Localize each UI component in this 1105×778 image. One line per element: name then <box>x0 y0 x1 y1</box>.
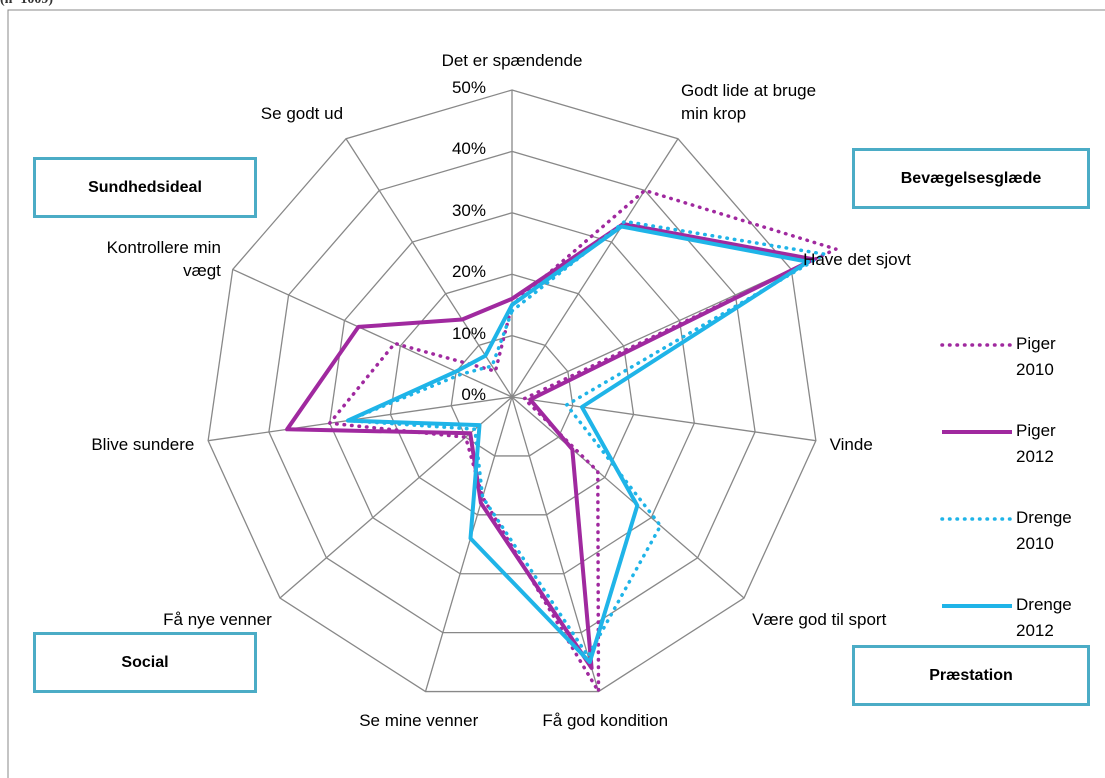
category-label: Godt lide at bruge min krop <box>680 80 817 123</box>
series-line <box>285 222 816 670</box>
group-box: Social <box>33 632 257 693</box>
category-label: Få nye venner <box>163 609 272 629</box>
category-label: Have det sjovt <box>803 249 911 269</box>
category-label: Se mine venner <box>359 710 479 730</box>
grid-ring <box>329 212 695 575</box>
y-tick-label: 20% <box>451 262 486 282</box>
y-tick-label: 30% <box>451 200 486 220</box>
spoke <box>424 396 513 692</box>
series-line <box>346 219 827 658</box>
grid-ring <box>389 273 635 516</box>
legend-label: Piger 2010 <box>1016 334 1056 379</box>
category-label: Vinde <box>829 434 873 454</box>
group-box: Præstation <box>852 645 1090 706</box>
spoke <box>232 268 513 398</box>
category-label: Se godt ud <box>260 103 344 123</box>
y-tick-label: 40% <box>451 139 486 159</box>
grid-ring <box>450 334 574 457</box>
group-box: Sundhedsideal <box>33 157 257 218</box>
spoke <box>511 268 792 398</box>
spoke <box>511 138 679 398</box>
spoke <box>208 396 513 442</box>
y-tick-label: 10% <box>451 323 486 343</box>
y-tick-label: 0% <box>461 385 486 404</box>
spoke <box>511 396 745 599</box>
category-label: Kontrollere min vægt <box>106 238 221 281</box>
legend-label: Piger 2012 <box>1016 421 1056 466</box>
series-line <box>327 188 838 694</box>
group-box: Bevægelsesglæde <box>852 148 1090 209</box>
y-tick-label: 50% <box>451 78 486 97</box>
category-label: Det er spændende <box>441 51 583 70</box>
category-label: Få god kondition <box>542 710 669 730</box>
spoke <box>511 396 600 692</box>
grid-ring <box>268 150 756 634</box>
legend-label: Drenge 2010 <box>1016 508 1072 553</box>
legend-label: Drenge 2012 <box>1016 595 1072 640</box>
chart-title: (n=1009) <box>0 0 53 8</box>
grid-ring <box>207 89 817 693</box>
category-label: Være god til sport <box>752 609 887 629</box>
category-label: Blive sundere <box>91 434 195 454</box>
spoke <box>511 396 816 442</box>
series-line <box>345 224 810 665</box>
frame <box>7 9 1105 778</box>
